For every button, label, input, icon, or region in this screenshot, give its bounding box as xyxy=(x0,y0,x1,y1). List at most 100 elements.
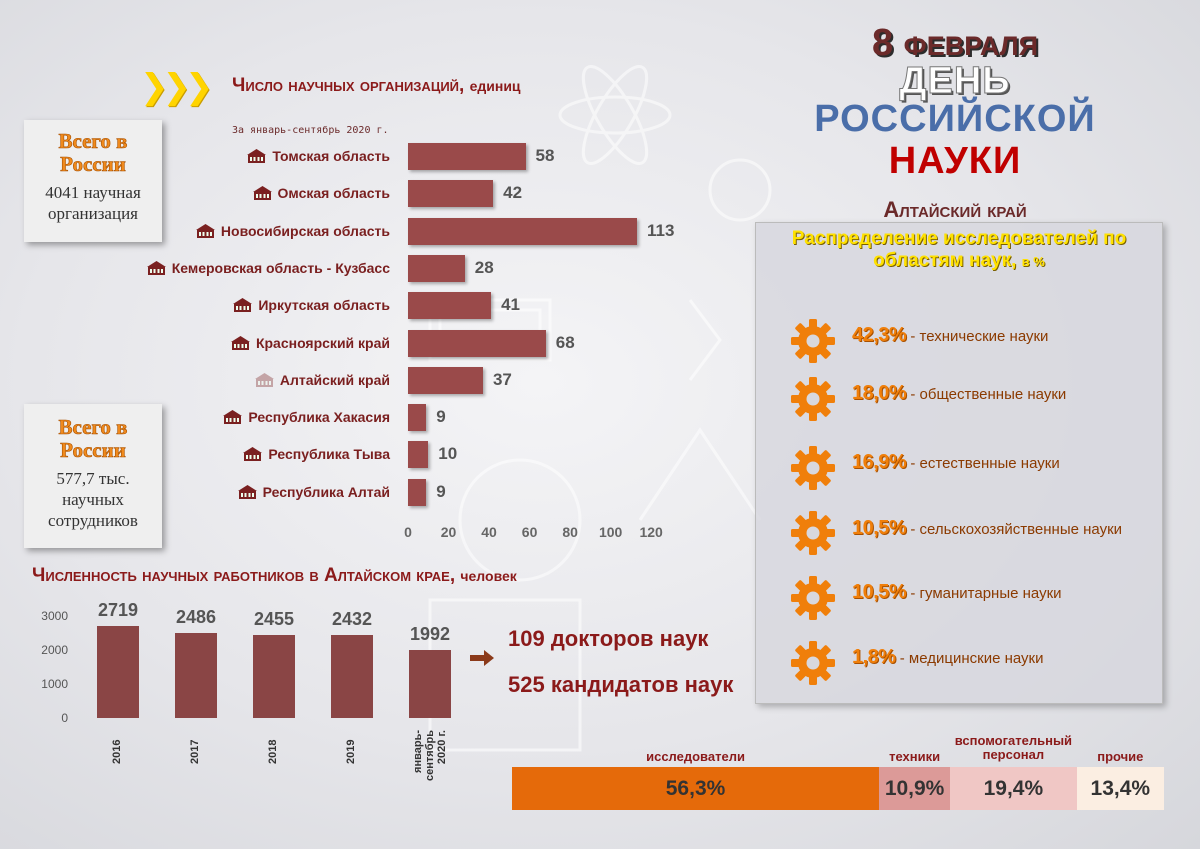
chart2-bar xyxy=(331,635,373,718)
chart2-bar xyxy=(409,650,451,718)
chart1-category-text: Кемеровская область - Кузбасс xyxy=(171,259,390,276)
chart1-bar xyxy=(408,441,429,469)
distribution-item-percent: 1,8% xyxy=(852,646,896,668)
chart1-value-label: 9 xyxy=(436,481,446,501)
chart2-bar xyxy=(97,625,139,718)
chart1-x-tick: 60 xyxy=(521,524,538,540)
chart1-value-label: 41 xyxy=(501,295,520,315)
chart1-title-text: Число научных организаций, xyxy=(232,75,465,96)
chart1-category-text: Томская область xyxy=(272,148,390,164)
building-icon xyxy=(223,410,243,425)
distribution-item-label: - технические науки xyxy=(906,328,1049,345)
chart1-value-label: 68 xyxy=(555,332,575,352)
building-icon xyxy=(252,186,272,201)
chart1-x-tick: 120 xyxy=(639,524,663,540)
chart1-category-text: Республика Алтай xyxy=(262,483,390,500)
chart1-value-label: 42 xyxy=(503,183,523,203)
chart2-y-tick: 1000 xyxy=(41,677,68,691)
chart1-category-label: Омская область xyxy=(120,185,390,201)
distribution-item: 18,0% - общественные науки xyxy=(852,382,1152,405)
distribution-item-label: - общественные науки xyxy=(906,386,1067,403)
chart1-value-label: 113 xyxy=(647,220,675,240)
chart1-category-text: Омская область xyxy=(277,185,390,202)
chart1-category-label: Республика Алтай xyxy=(120,484,390,500)
chart1-category-text: Республика Хакасия xyxy=(248,409,390,426)
chart2-x-label: 2016 xyxy=(111,739,123,764)
distribution-title: Распределение исследователей по областям… xyxy=(760,228,1158,273)
gear-icon xyxy=(790,318,836,364)
distribution-item-label: - сельскохозяйственные науки xyxy=(906,521,1123,538)
organizations-box-title: Всего в России xyxy=(58,129,128,176)
gear-icon xyxy=(790,376,836,422)
distribution-item-percent: 16,9% xyxy=(852,451,907,473)
chart1-subtitle: За январь-сентябрь 2020 г. xyxy=(232,125,389,136)
chart2-x-label: 2018 xyxy=(267,739,279,764)
chart1-title: Число научных организаций, единиц xyxy=(232,75,521,97)
russian-title: РОССИЙСКОЙ xyxy=(814,98,1096,140)
chart1-category-label: Новосибирская область xyxy=(120,223,390,239)
distribution-title-text: Распределение исследователей по областям… xyxy=(791,228,1127,271)
stacked-segment: 56,3% xyxy=(512,767,880,810)
chart1-value-label: 28 xyxy=(474,257,494,277)
building-icon xyxy=(230,335,250,350)
chart1-value-label: 10 xyxy=(438,444,458,464)
distribution-item: 16,9% - естественные науки xyxy=(852,451,1152,474)
chart1-category-text: Республика Тыва xyxy=(268,446,390,463)
chart1-category-text: Алтайский край xyxy=(279,371,390,388)
chart1-category-label: Кемеровская область - Кузбасс xyxy=(120,260,390,276)
chart1-category-label: Красноярский край xyxy=(120,335,390,351)
gear-icon xyxy=(790,640,836,686)
chart1-category-label: Республика Хакасия xyxy=(120,409,390,425)
chart1-category-text: Иркутская область xyxy=(258,297,390,314)
distribution-item: 10,5% - сельскохозяйственные науки xyxy=(852,516,1152,542)
chart2-unit: человек xyxy=(460,568,517,584)
chart1-x-tick: 100 xyxy=(598,524,623,540)
chart1-category-text: Новосибирская область xyxy=(220,222,390,239)
chart1-bar xyxy=(408,404,427,432)
chart1-x-tick: 0 xyxy=(404,524,412,540)
stacked-segment-label: техники xyxy=(889,749,941,764)
chart2-x-label-line: сентябрь xyxy=(424,730,436,781)
chart2-bar xyxy=(253,634,295,718)
chart1-x-tick: 80 xyxy=(562,524,578,540)
doctors-count: 109 докторов наук xyxy=(508,626,709,651)
chart1-bar xyxy=(408,366,483,394)
chart2-value-label: 2432 xyxy=(331,609,373,630)
building-icon xyxy=(237,484,257,499)
distribution-item-percent: 10,5% xyxy=(852,517,907,539)
chart1-x-tick: 40 xyxy=(481,524,497,540)
chart1-bar xyxy=(408,217,637,245)
chart2-value-label: 1992 xyxy=(409,624,451,645)
chart2-value-label: 2455 xyxy=(253,608,295,629)
distribution-item: 1,8% - медицинские науки xyxy=(852,646,1152,669)
triple-chevron-icon: ❯❯❯ xyxy=(140,68,214,106)
chart1-bar xyxy=(408,143,526,170)
chart1-bar xyxy=(408,292,492,320)
chart1-category-text: Красноярский край xyxy=(255,334,390,351)
chart1-bar xyxy=(408,254,465,282)
distribution-unit: в % xyxy=(1021,254,1045,269)
distribution-item-label: - медицинские науки xyxy=(895,650,1044,667)
building-icon xyxy=(247,149,267,163)
gear-icon xyxy=(790,510,836,556)
chart1-x-tick: 20 xyxy=(440,524,457,540)
building-icon xyxy=(195,223,215,238)
chart1-category-label: Алтайский край xyxy=(120,372,390,388)
chart1-bar xyxy=(408,478,427,506)
chart2-x-label: 2019 xyxy=(345,739,357,764)
stacked-segment: 13,4% xyxy=(1076,767,1164,810)
organizations-box-value: 4041 научная организация xyxy=(45,183,141,223)
date-title: 8 февраля xyxy=(871,22,1039,64)
chart1-category-label: Томская область xyxy=(120,148,390,164)
gear-icon xyxy=(790,575,836,621)
chart1-bar xyxy=(408,180,494,208)
chart1-unit: единиц xyxy=(469,78,521,94)
distribution-item-percent: 18,0% xyxy=(852,382,907,404)
chart1-category-label: Республика Тыва xyxy=(120,446,390,462)
chart1-value-label: 58 xyxy=(535,146,555,165)
chart1-bar xyxy=(408,329,546,357)
organizations-total-box: Всего в России 4041 научная организация xyxy=(24,120,162,242)
chart2-title-text: Численность научных работников в Алтайск… xyxy=(32,565,456,586)
distribution-item-percent: 42,3% xyxy=(852,324,907,346)
arrow-right-icon xyxy=(470,650,494,666)
